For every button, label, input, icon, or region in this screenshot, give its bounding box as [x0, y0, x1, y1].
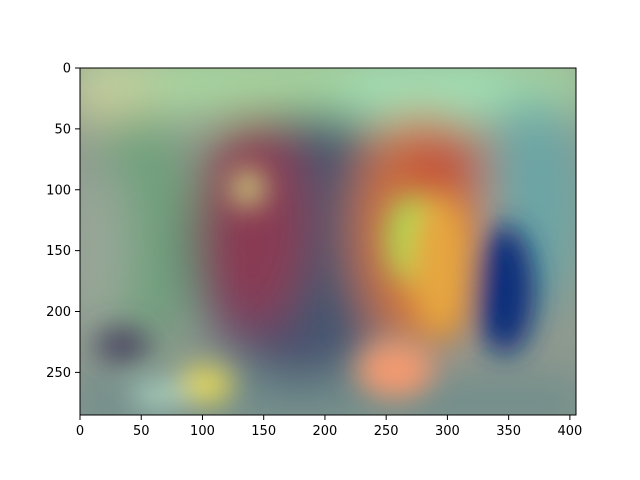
- y-tick-label: 150: [46, 244, 71, 259]
- x-tick-label: 400: [557, 424, 582, 439]
- x-axis: 0 50 100 150 200 250 300 350 400: [76, 415, 582, 439]
- x-tick-label: 50: [133, 424, 150, 439]
- x-tick-label: 100: [190, 424, 215, 439]
- y-tick-label: 0: [63, 62, 71, 77]
- y-tick-label: 100: [46, 183, 71, 198]
- x-tick-label: 250: [374, 424, 399, 439]
- y-tick-label: 50: [54, 122, 71, 137]
- blurred-image: [80, 68, 576, 415]
- x-tick-label: 150: [251, 424, 276, 439]
- x-tick-label: 0: [76, 424, 84, 439]
- x-tick-label: 300: [435, 424, 460, 439]
- y-axis: 0 50 100 150 200 250: [46, 62, 80, 381]
- y-tick-label: 200: [46, 305, 71, 320]
- x-tick-label: 200: [313, 424, 338, 439]
- image-frame: [79, 67, 577, 416]
- x-tick-label: 350: [496, 424, 521, 439]
- y-tick-label: 250: [46, 366, 71, 381]
